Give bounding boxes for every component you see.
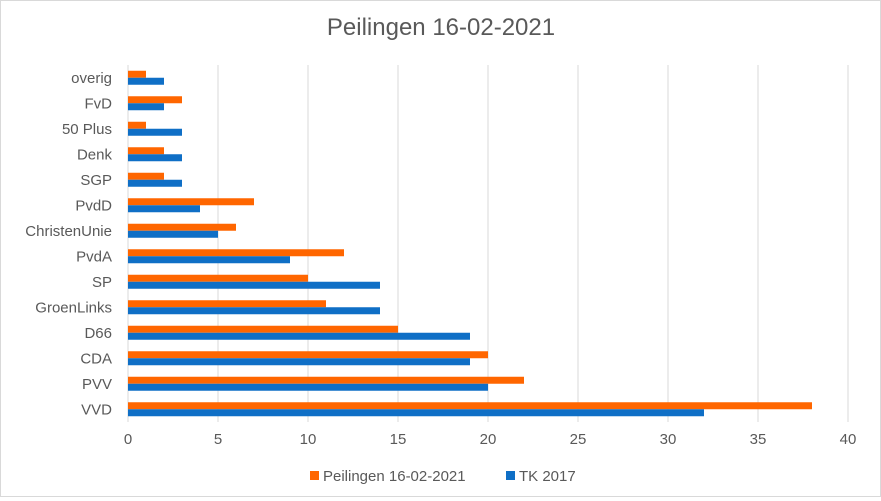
bar-tk2017-pvdd <box>128 205 200 213</box>
bar-peilingen-overig <box>128 70 146 78</box>
y-category-label: SGP <box>80 172 112 189</box>
y-category-label: 50 Plus <box>62 121 112 138</box>
y-category-label: VVD <box>81 401 112 418</box>
legend-label-tk2017: TK 2017 <box>519 468 576 485</box>
x-tick-label: 15 <box>390 431 407 448</box>
legend-swatch-tk2017 <box>506 471 515 480</box>
bar-tk2017-sgp <box>128 179 182 187</box>
bar-tk2017-d66 <box>128 332 470 340</box>
y-category-label: PVV <box>82 376 112 393</box>
bar-peilingen-d66 <box>128 325 398 333</box>
bar-tk2017-sp <box>128 281 380 289</box>
x-tick-label: 40 <box>840 431 857 448</box>
bar-tk2017-cda <box>128 358 470 366</box>
y-category-label: ChristenUnie <box>25 223 112 240</box>
bar-tk2017-overig <box>128 77 164 85</box>
legend-swatch-peilingen <box>310 471 319 480</box>
bar-tk2017-denk <box>128 154 182 162</box>
bar-peilingen-christenunie <box>128 223 236 231</box>
bar-peilingen-sgp <box>128 172 164 180</box>
bar-peilingen-cda <box>128 351 488 359</box>
y-category-label: CDA <box>80 350 112 367</box>
bar-peilingen-fvd <box>128 96 182 104</box>
bar-peilingen-vvd <box>128 402 812 410</box>
x-tick-label: 30 <box>660 431 677 448</box>
chart-title: Peilingen 16-02-2021 <box>327 14 555 41</box>
bar-peilingen-pvdd <box>128 198 254 206</box>
bar-peilingen-pvda <box>128 249 344 257</box>
bar-tk2017-pvv <box>128 383 488 391</box>
y-category-label: GroenLinks <box>35 299 112 316</box>
y-category-label: PvdD <box>75 197 112 214</box>
x-tick-label: 5 <box>214 431 222 448</box>
bar-tk2017-vvd <box>128 409 704 417</box>
x-tick-label: 0 <box>124 431 132 448</box>
y-category-label: D66 <box>84 325 112 342</box>
x-tick-label: 10 <box>300 431 317 448</box>
y-category-label: Denk <box>77 146 113 163</box>
legend: Peilingen 16-02-2021 TK 2017 <box>310 468 576 485</box>
y-category-label: PvdA <box>76 248 112 265</box>
x-tick-label: 25 <box>570 431 587 448</box>
bar-peilingen-sp <box>128 274 308 282</box>
bar-tk2017-fvd <box>128 103 164 111</box>
y-category-label: overig <box>71 70 112 87</box>
y-category-label: SP <box>92 274 112 291</box>
bar-tk2017-50-plus <box>128 128 182 136</box>
x-tick-label: 20 <box>480 431 497 448</box>
bar-tk2017-christenunie <box>128 230 218 238</box>
bar-tk2017-groenlinks <box>128 307 380 315</box>
y-category-label: FvD <box>85 95 113 112</box>
bar-peilingen-groenlinks <box>128 300 326 308</box>
bar-peilingen-50-plus <box>128 121 146 129</box>
legend-label-peilingen: Peilingen 16-02-2021 <box>323 468 466 485</box>
x-tick-label: 35 <box>750 431 767 448</box>
bar-tk2017-pvda <box>128 256 290 264</box>
bar-peilingen-pvv <box>128 376 524 384</box>
bar-peilingen-denk <box>128 147 164 155</box>
